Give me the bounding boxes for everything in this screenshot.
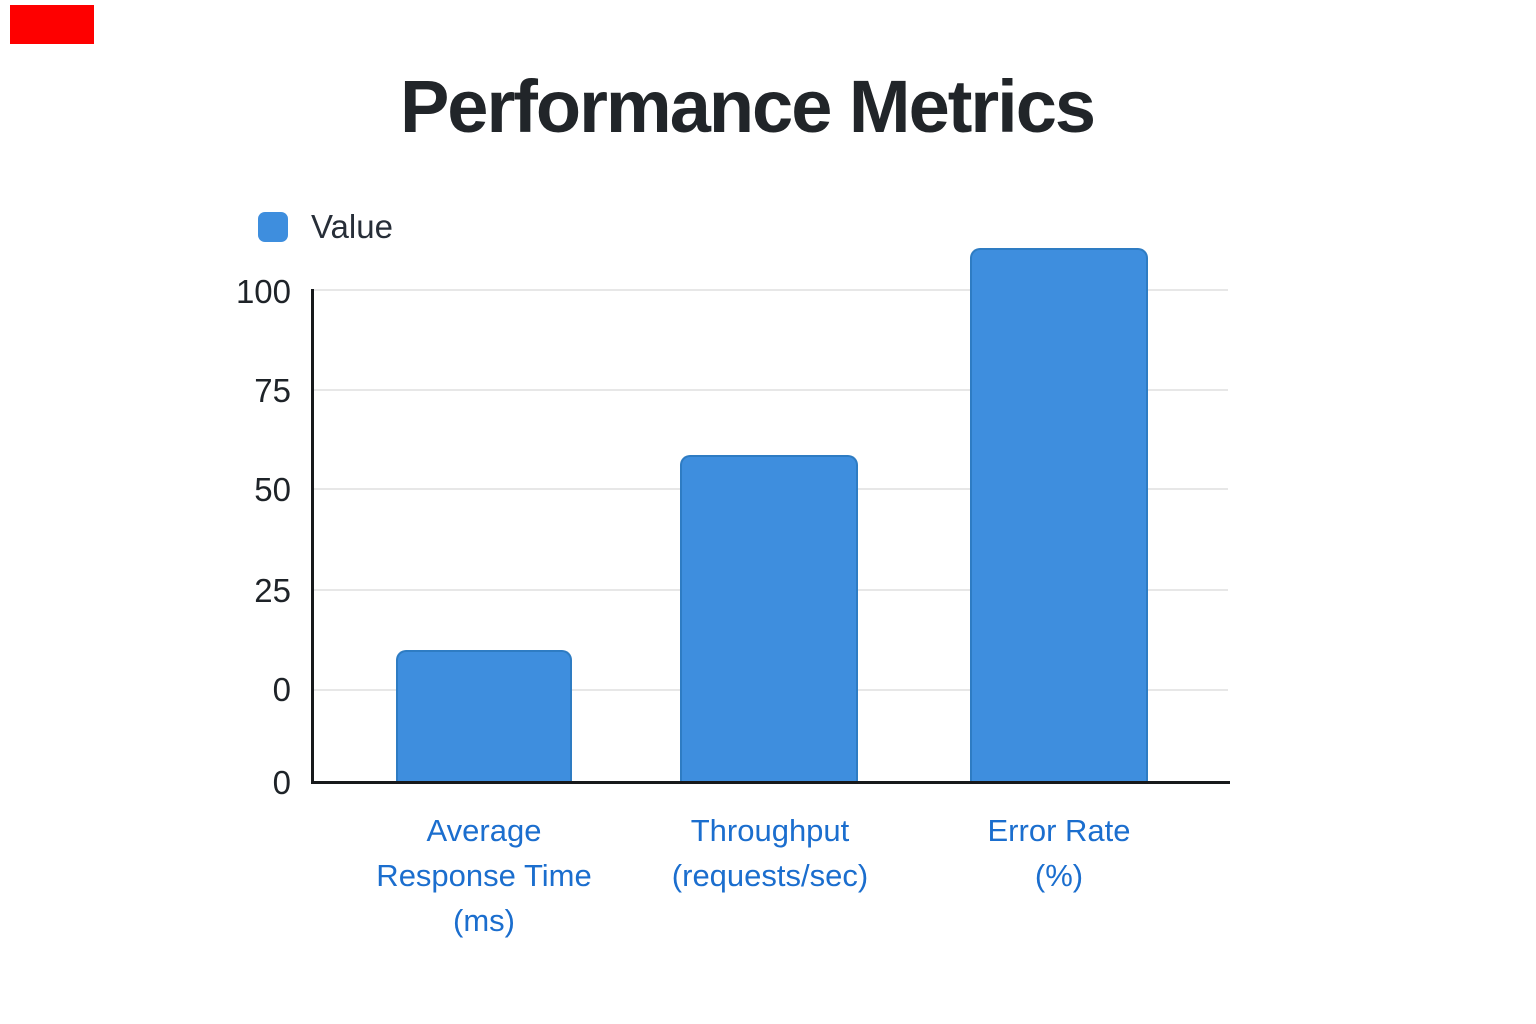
y-tick-75: 75: [254, 372, 291, 409]
red-marker: [10, 5, 94, 44]
legend-label: Value: [311, 208, 393, 245]
y-tick-50: 50: [254, 471, 291, 508]
x-tick-average-response-time: Average Response Time (ms): [376, 813, 592, 938]
bar-throughput: [680, 454, 858, 781]
bar-error-rate: [970, 247, 1148, 781]
chart-title: Performance Metrics: [399, 65, 1096, 148]
y-tick-100: 100: [235, 273, 291, 310]
y-tick-25: 25: [254, 572, 291, 609]
bar-average-response-time: [396, 650, 572, 781]
x-axis-line: [311, 781, 1230, 784]
x-tick-error-rate: Error Rate (%): [987, 813, 1131, 893]
legend-swatch: [258, 212, 288, 242]
gridline-100: [312, 289, 1228, 291]
x-tick-throughput: Throughput (requests/sec): [671, 813, 869, 893]
y-tick-0-baseline: 0: [272, 764, 291, 801]
y-tick-0-upper: 0: [272, 671, 291, 708]
gridline-75: [312, 389, 1228, 391]
y-axis-line: [311, 289, 314, 784]
